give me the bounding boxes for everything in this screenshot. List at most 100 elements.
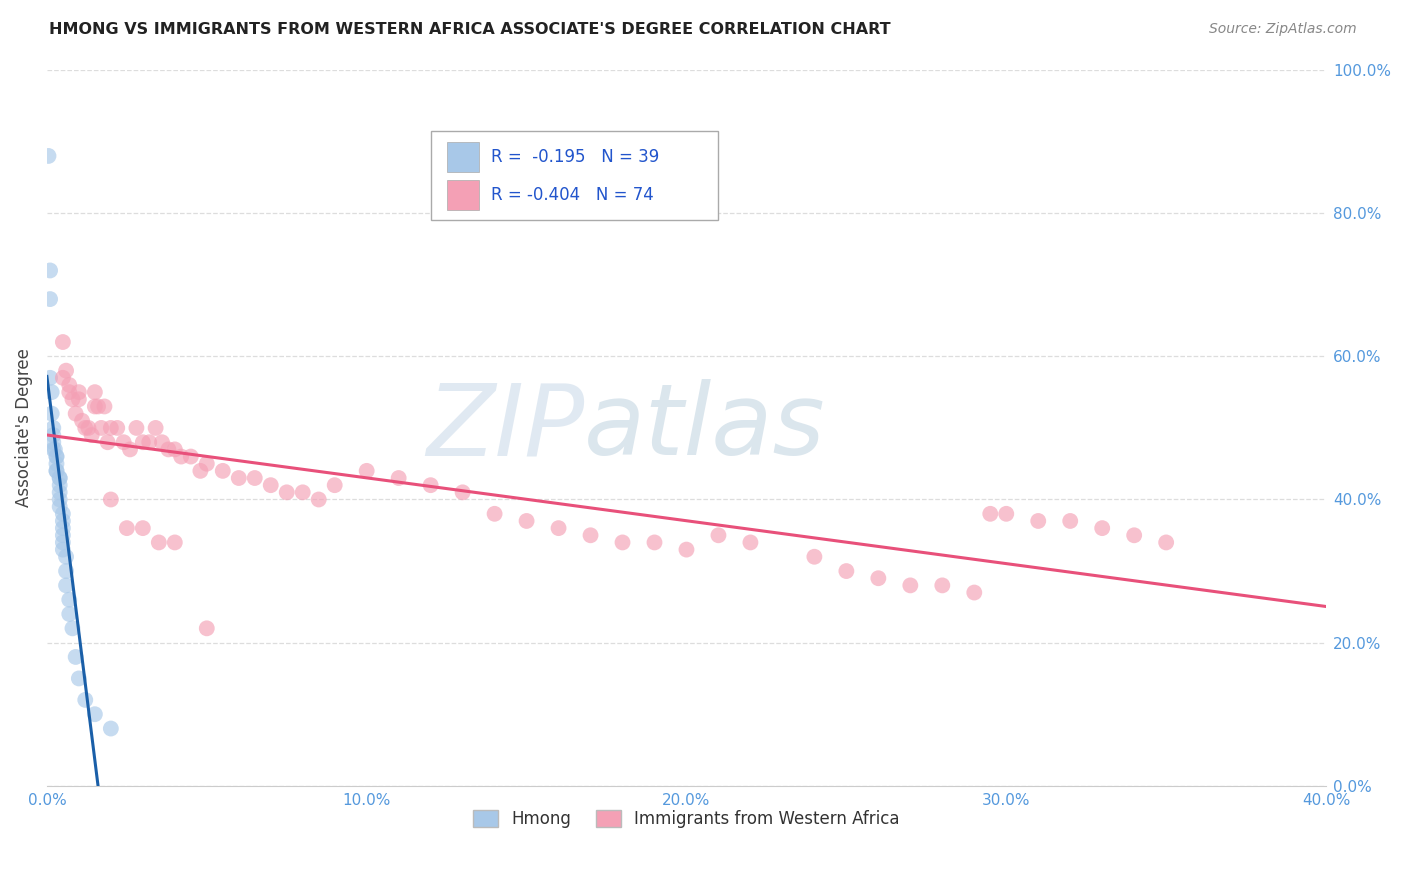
Point — [39, 371, 62, 385]
Point — [1026, 514, 1049, 528]
Point — [995, 507, 1018, 521]
Point — [52, 535, 75, 549]
Point — [62, 621, 84, 635]
Point — [67, 392, 90, 407]
Point — [323, 478, 346, 492]
Point — [52, 371, 75, 385]
Point — [1059, 514, 1081, 528]
Point — [41, 407, 63, 421]
Point — [1154, 535, 1177, 549]
Point — [868, 571, 890, 585]
Point — [644, 535, 666, 549]
Point — [100, 492, 122, 507]
Point — [291, 485, 314, 500]
Point — [48, 478, 70, 492]
Point — [55, 364, 77, 378]
Legend: Hmong, Immigrants from Western Africa: Hmong, Immigrants from Western Africa — [467, 803, 907, 835]
Point — [163, 442, 186, 457]
Point — [67, 385, 90, 400]
Point — [419, 478, 441, 492]
Point — [55, 549, 77, 564]
Point — [48, 500, 70, 514]
Point — [675, 542, 697, 557]
Point — [803, 549, 825, 564]
Point — [547, 521, 569, 535]
Text: Source: ZipAtlas.com: Source: ZipAtlas.com — [1209, 22, 1357, 37]
Point — [132, 435, 155, 450]
Point — [37, 149, 59, 163]
Point — [67, 672, 90, 686]
Point — [41, 385, 63, 400]
Text: atlas: atlas — [583, 379, 825, 476]
Point — [39, 263, 62, 277]
Point — [58, 378, 80, 392]
Point — [62, 392, 84, 407]
Point — [80, 428, 103, 442]
Point — [45, 464, 67, 478]
Point — [516, 514, 538, 528]
Point — [52, 528, 75, 542]
Point — [58, 607, 80, 621]
Point — [39, 292, 62, 306]
Text: ZIP: ZIP — [426, 379, 583, 476]
Point — [90, 421, 112, 435]
Point — [52, 334, 75, 349]
Point — [835, 564, 858, 578]
Point — [48, 471, 70, 485]
Point — [100, 421, 122, 435]
Point — [105, 421, 128, 435]
Point — [100, 722, 122, 736]
Point — [83, 385, 105, 400]
Point — [388, 471, 411, 485]
Point — [707, 528, 730, 542]
Point — [45, 464, 67, 478]
Point — [52, 514, 75, 528]
Point — [1091, 521, 1114, 535]
Text: R =  -0.195   N = 39: R = -0.195 N = 39 — [491, 148, 659, 166]
Point — [48, 485, 70, 500]
Point — [963, 585, 986, 599]
Point — [145, 421, 167, 435]
Point — [48, 492, 70, 507]
Point — [484, 507, 506, 521]
Point — [112, 435, 135, 450]
Point — [260, 478, 283, 492]
Point — [150, 435, 173, 450]
Point — [1123, 528, 1146, 542]
Point — [180, 450, 202, 464]
Point — [170, 450, 193, 464]
Point — [125, 421, 148, 435]
Point — [45, 457, 67, 471]
Point — [65, 407, 87, 421]
Point — [163, 535, 186, 549]
Point — [42, 421, 65, 435]
Point — [93, 400, 115, 414]
FancyBboxPatch shape — [447, 179, 479, 210]
Point — [75, 693, 97, 707]
Point — [52, 507, 75, 521]
Text: R = -0.404   N = 74: R = -0.404 N = 74 — [491, 186, 654, 203]
Point — [195, 621, 218, 635]
Point — [45, 450, 67, 464]
Point — [356, 464, 378, 478]
Point — [228, 471, 250, 485]
Point — [52, 521, 75, 535]
Point — [42, 428, 65, 442]
Point — [195, 457, 218, 471]
Point — [70, 414, 93, 428]
Y-axis label: Associate's Degree: Associate's Degree — [15, 349, 32, 508]
Point — [58, 592, 80, 607]
Point — [931, 578, 953, 592]
Point — [138, 435, 160, 450]
Point — [83, 707, 105, 722]
Point — [898, 578, 921, 592]
Point — [115, 521, 138, 535]
Point — [83, 400, 105, 414]
Point — [42, 442, 65, 457]
FancyBboxPatch shape — [430, 131, 718, 220]
FancyBboxPatch shape — [447, 142, 479, 171]
Point — [58, 385, 80, 400]
Point — [48, 471, 70, 485]
Point — [740, 535, 762, 549]
Point — [243, 471, 266, 485]
